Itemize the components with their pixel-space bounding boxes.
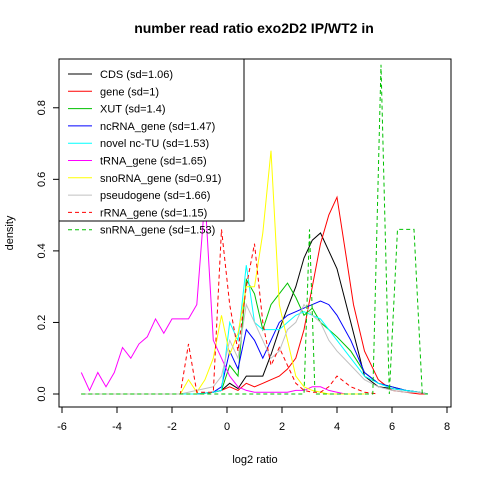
x-tick-label-1: -4 [112,421,122,433]
legend-label-3: ncRNA_gene (sd=1.47) [100,121,215,133]
series-line-3 [81,300,428,395]
y-tick-label-2: 0.4 [36,243,48,258]
legend-label-9: snRNA_gene (sd=1.53) [100,225,215,237]
x-tick-label-4: 2 [279,421,285,433]
x-tick-label-5: 4 [334,421,340,433]
legend-label-4: novel nc-TU (sd=1.53) [100,138,209,150]
legend: CDS (sd=1.06) gene (sd=1) XUT (sd=1.4) ncRN… [58,58,245,237]
legend-label-6: snoRNA_gene (sd=0.91) [100,173,221,185]
x-tick-label-0: -6 [57,421,67,433]
axes-layer: -6 -4 -2 0 2 4 6 8 0.0 0.2 0.4 0.6 0.8 [36,100,450,433]
x-tick-label-3: 0 [224,421,230,433]
x-tick-label-6: 6 [389,421,395,433]
legend-label-8: rRNA_gene (sd=1.15) [100,207,207,219]
series-line-0 [81,232,428,395]
legend-label-0: CDS (sd=1.06) [100,69,173,81]
x-tick-label-2: -2 [167,421,177,433]
series-line-7 [81,302,428,395]
series-line-2 [81,277,428,395]
y-axis-label: density [4,215,16,250]
y-tick-label-4: 0.8 [36,100,48,115]
x-tick-label-7: 8 [444,421,450,433]
y-tick-label-1: 0.2 [36,315,48,330]
x-axis-label: log2 ratio [232,454,277,466]
legend-label-1: gene (sd=1) [100,86,159,98]
legend-box [58,58,245,222]
chart-title: number read ratio exo2D2 IP/WT2 in [134,20,374,36]
legend-label-5: tRNA_gene (sd=1.65) [100,156,207,168]
series-line-5 [80,197,346,395]
y-tick-label-3: 0.6 [36,172,48,187]
series-layer [80,64,428,395]
legend-label-2: XUT (sd=1.4) [100,104,166,116]
y-tick-label-0: 0.0 [36,386,48,401]
legend-label-7: pseudogene (sd=1.66) [100,190,210,202]
